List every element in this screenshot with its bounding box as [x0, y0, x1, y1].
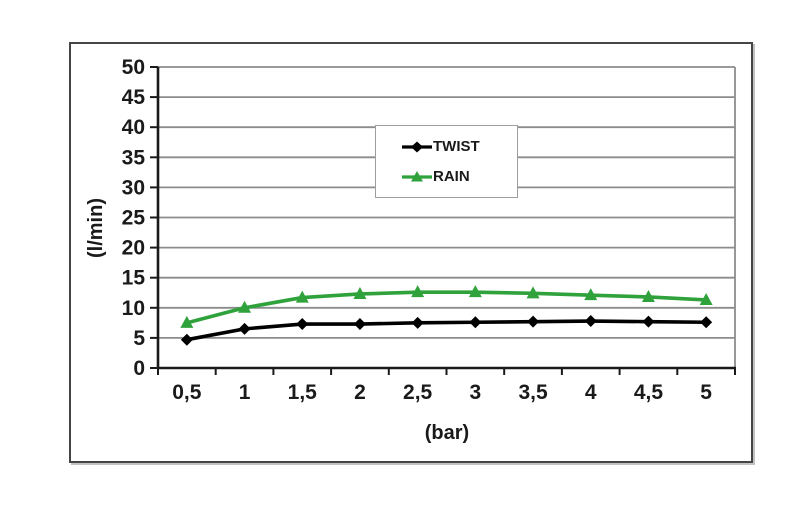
- legend-label-rain: RAIN: [433, 168, 470, 185]
- series-line-twist: [186, 319, 707, 342]
- x-tick-label: 2: [354, 381, 366, 404]
- marker-diamond: [411, 316, 424, 329]
- y-tick-label: 25: [122, 207, 146, 230]
- x-tick-label: 5: [700, 381, 712, 404]
- marker-triangle: [584, 288, 598, 301]
- y-tick-label: 20: [122, 237, 145, 260]
- legend-label-twist: TWIST: [433, 138, 480, 155]
- marker-diamond: [700, 316, 713, 329]
- marker-diamond: [469, 316, 482, 329]
- y-tick-label: 30: [122, 176, 145, 199]
- marker-triangle: [295, 290, 309, 303]
- legend-item-rain: RAIN: [402, 168, 517, 185]
- marker-triangle: [641, 289, 655, 302]
- plot-svg: 0 5 10 15 20 25 30 35 40 45 50 0,5 1 1,5 2 2,5 3 3,5 4 4,5 5: [122, 56, 736, 404]
- y-tick-label: 45: [122, 86, 146, 109]
- marker-diamond: [180, 333, 193, 346]
- y-tick-label: 5: [133, 327, 145, 350]
- marker-triangle: [353, 286, 367, 299]
- x-tick-label: 0,5: [172, 381, 202, 404]
- marker-diamond: [296, 318, 309, 331]
- marker-diamond: [527, 315, 540, 328]
- x-tick-label: 4: [585, 381, 597, 404]
- y-tick-label: 0: [133, 357, 145, 380]
- x-tick-label: 3,5: [518, 381, 548, 404]
- twist-line-diamond-icon: [402, 141, 432, 152]
- y-axis-title: (l/min): [85, 198, 107, 258]
- rain-line-triangle-icon: [402, 170, 432, 181]
- marker-triangle: [699, 292, 713, 305]
- x-tick-label: 4,5: [634, 381, 664, 404]
- series-line-rain: [186, 290, 707, 325]
- marker-diamond: [353, 318, 366, 331]
- chart-frame: 0 5 10 15 20 25 30 35 40 45 50 0,5 1 1,5 2 2,5 3 3,5 4 4,5 5…: [69, 42, 753, 463]
- x-tick-label: 1: [239, 381, 251, 404]
- marker-triangle: [180, 315, 194, 328]
- x-tick-label: 3: [470, 381, 482, 404]
- legend-item-twist: TWIST: [402, 138, 517, 155]
- y-tick-label: 50: [122, 56, 145, 79]
- y-tick-label: 40: [122, 116, 145, 139]
- marker-diamond: [584, 315, 597, 328]
- y-tick-label: 10: [122, 297, 145, 320]
- marker-diamond: [642, 315, 655, 328]
- marker-triangle: [526, 286, 540, 299]
- y-tick-label: 35: [122, 146, 146, 169]
- legend: TWIST RAIN: [375, 125, 518, 198]
- x-tick-label: 2,5: [403, 381, 433, 404]
- marker-diamond: [238, 322, 251, 335]
- marker-triangle: [411, 285, 425, 298]
- x-axis-title: (bar): [424, 422, 470, 444]
- y-tick-label: 15: [122, 267, 146, 290]
- x-tick-label: 1,5: [288, 381, 318, 404]
- marker-triangle: [238, 300, 252, 313]
- marker-triangle: [468, 285, 482, 298]
- legend-marker-shape: [411, 141, 423, 152]
- legend-marker-shape: [411, 170, 423, 181]
